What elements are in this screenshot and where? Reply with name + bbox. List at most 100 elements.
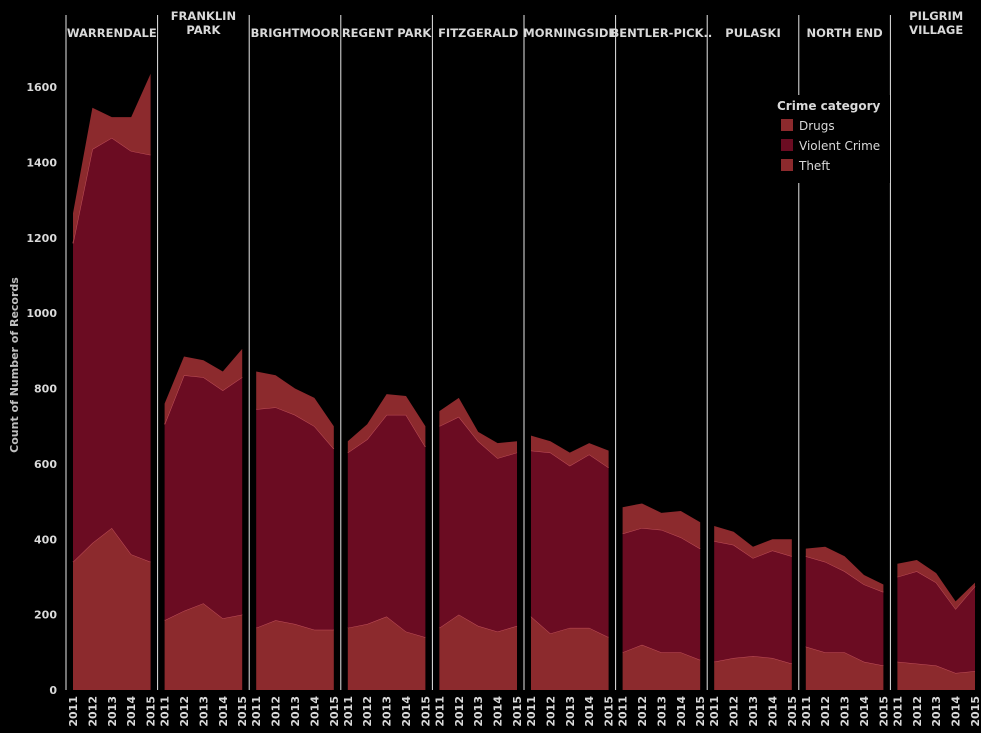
x-tick-label: 2011 — [433, 696, 446, 727]
panel-title-line: FRANKLIN — [171, 9, 236, 23]
x-tick-label: 2014 — [492, 696, 505, 727]
x-tick-label: 2015 — [603, 696, 616, 727]
panel-title-line: PARK — [186, 23, 221, 37]
panel-title-line: BRIGHTMOOR — [251, 26, 340, 40]
x-tick-label: 2014 — [858, 696, 871, 727]
legend-label: Theft — [798, 159, 830, 173]
panels: WARRENDALE 2011 2012 2013 2014 2015 FRANKLIN PA… — [65, 9, 981, 727]
area-violent-crime[interactable] — [347, 414, 426, 638]
x-tick-label: 2013 — [930, 696, 943, 727]
panel-title-line: NORTH END — [806, 26, 882, 40]
panel-title: FRANKLIN PARK — [171, 9, 236, 37]
x-tick-label: 2015 — [419, 696, 432, 727]
y-tick-label: 800 — [34, 383, 57, 396]
area-drugs[interactable] — [73, 73, 151, 244]
x-tick-label: 2013 — [106, 696, 119, 727]
y-tick-label: 1400 — [26, 156, 57, 169]
area-theft[interactable] — [622, 644, 701, 690]
x-tick-label: 2014 — [125, 696, 138, 727]
x-tick-label: 2013 — [381, 696, 394, 727]
x-tick-label: 2011 — [159, 696, 172, 727]
area-drugs[interactable] — [805, 546, 884, 593]
legend-swatch — [781, 159, 793, 171]
legend-item-drugs[interactable]: Drugs — [781, 119, 835, 133]
x-tick-label: 2011 — [342, 696, 355, 727]
area-drugs[interactable] — [164, 348, 243, 425]
series-boundary-line — [439, 416, 518, 459]
legend-item-theft[interactable]: Theft — [781, 159, 830, 173]
x-tick-label: 2013 — [289, 696, 302, 727]
panel-3: BRIGHTMOOR 2011 2012 2013 2014 2015 — [248, 15, 341, 727]
x-tick-label: 2013 — [839, 696, 852, 727]
x-tick-label: 2014 — [675, 696, 688, 727]
y-axis: 0 200 400 600 800 1000 1200 1400 1600 — [26, 81, 57, 697]
area-violent-crime[interactable] — [805, 556, 884, 666]
area-drugs[interactable] — [714, 526, 792, 559]
area-violent-crime[interactable] — [73, 137, 151, 562]
panel-title: WARRENDALE — [67, 26, 157, 40]
area-violent-crime[interactable] — [439, 416, 517, 632]
area-theft[interactable] — [805, 646, 884, 690]
x-tick-label: 2012 — [544, 696, 557, 727]
area-theft[interactable] — [714, 656, 792, 690]
area-drugs[interactable] — [439, 397, 517, 459]
x-tick-label: 2011 — [891, 696, 904, 727]
x-tick-label: 2012 — [270, 696, 283, 727]
x-tick-label: 2011 — [250, 696, 263, 727]
y-tick-label: 1200 — [26, 232, 57, 245]
area-theft[interactable] — [531, 616, 609, 690]
panel-title-line: BENTLER-PICK.. — [611, 26, 713, 40]
x-tick-label: 2015 — [328, 696, 341, 727]
area-violent-crime[interactable] — [256, 407, 334, 630]
x-tick-label: 2011 — [67, 696, 80, 727]
panel-10: PILGRIM VILLAGE 2011 2012 2013 2014 2015 — [889, 9, 981, 727]
panel-title-line: PILGRIM — [909, 9, 963, 23]
y-tick-label: 200 — [34, 609, 57, 622]
area-drugs[interactable] — [622, 503, 701, 549]
area-drugs[interactable] — [347, 394, 426, 453]
panel-7: BENTLER-PICK.. 2011 2012 2013 2014 2015 — [611, 15, 713, 727]
area-drugs[interactable] — [256, 371, 334, 449]
panel-title-line: VILLAGE — [909, 23, 963, 37]
x-tick-label: 2014 — [400, 696, 413, 727]
legend-item-violent-crime[interactable]: Violent Crime — [781, 139, 880, 153]
area-theft[interactable] — [164, 603, 243, 690]
panel-5: FITZGERALD 2011 2012 2013 2014 2015 — [431, 15, 524, 727]
panel-9: NORTH END 2011 2012 2013 2014 2015 — [798, 15, 890, 727]
panel-8: PULASKI 2011 2012 2013 2014 2015 — [706, 15, 799, 727]
panel-title-line: FITZGERALD — [438, 26, 518, 40]
legend-label: Violent Crime — [799, 139, 880, 153]
panel-6: MORNINGSIDE 2011 2012 2013 2014 2015 — [523, 15, 616, 727]
legend-swatch — [781, 139, 793, 151]
x-tick-label: 2012 — [728, 696, 741, 727]
y-tick-label: 0 — [49, 684, 57, 697]
area-violent-crime[interactable] — [622, 527, 701, 660]
x-tick-label: 2012 — [819, 696, 832, 727]
area-theft[interactable] — [256, 620, 334, 690]
area-theft[interactable] — [439, 614, 517, 690]
area-theft[interactable] — [897, 661, 975, 690]
x-tick-label: 2011 — [525, 696, 538, 727]
area-theft[interactable] — [347, 616, 426, 690]
area-drugs[interactable] — [897, 559, 975, 609]
legend-title: Crime category — [777, 99, 880, 113]
x-tick-label: 2011 — [617, 696, 630, 727]
x-tick-label: 2015 — [877, 696, 890, 727]
x-tick-label: 2012 — [86, 696, 99, 727]
x-tick-label: 2013 — [655, 696, 668, 727]
panel-title-line: MORNINGSIDE — [523, 26, 616, 40]
panel-title: BENTLER-PICK.. — [611, 26, 713, 40]
x-tick-label: 2014 — [217, 696, 230, 727]
x-tick-label: 2013 — [197, 696, 210, 727]
panel-title: REGENT PARK — [342, 26, 433, 40]
panel-title: FITZGERALD — [438, 26, 518, 40]
panel-title-line: REGENT PARK — [342, 26, 433, 40]
x-tick-label: 2011 — [708, 696, 721, 727]
area-drugs[interactable] — [531, 435, 609, 468]
legend[interactable]: Crime category Drugs Violent Crime Theft — [768, 95, 890, 183]
area-violent-crime[interactable] — [897, 571, 975, 674]
area-violent-crime[interactable] — [164, 375, 243, 621]
area-violent-crime[interactable] — [531, 450, 609, 638]
area-theft[interactable] — [73, 527, 151, 690]
area-violent-crime[interactable] — [714, 541, 792, 664]
